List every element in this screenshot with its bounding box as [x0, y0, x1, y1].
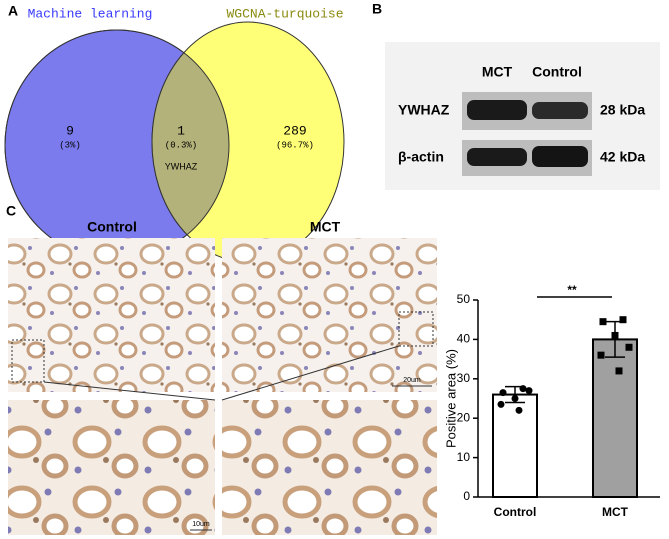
inset-line [43, 381, 216, 401]
percent: (3%) [59, 140, 81, 150]
count: 1 [177, 123, 185, 138]
micrograph [8, 238, 215, 392]
band [532, 102, 588, 119]
data-point [515, 406, 523, 414]
inset-box [398, 311, 434, 347]
micrograph [222, 238, 437, 392]
percent: (96.7%) [276, 140, 314, 150]
data-point [499, 389, 507, 397]
size-label: 42 kDa [600, 149, 645, 165]
data-point [611, 331, 619, 339]
percent: (0.3%) [165, 140, 197, 150]
lane-label: MCT [482, 64, 513, 80]
count: 289 [283, 123, 306, 138]
bar [492, 393, 538, 498]
data-point [519, 385, 527, 393]
image-title: Control [87, 219, 137, 235]
set-name: WGCNA-turquoise [226, 6, 343, 21]
data-point [599, 318, 607, 326]
inset-line [221, 345, 400, 401]
bar [592, 338, 638, 498]
data-point [615, 367, 623, 375]
micrograph [222, 400, 437, 535]
image-title: MCT [310, 219, 341, 235]
y-tick-label: 0 [463, 489, 470, 503]
micrograph [8, 400, 215, 535]
data-point [625, 343, 633, 351]
panel-a: A Machine learning WGCNA-turquoise 9 (3%… [4, 3, 345, 263]
y-tick-label: 50 [457, 292, 471, 306]
panel-label: B [372, 1, 382, 17]
data-point [511, 395, 519, 402]
protein-label: YWHAZ [398, 102, 450, 118]
panel-label: C [6, 203, 16, 219]
y-tick-label: 10 [457, 450, 471, 464]
gene: YWHAZ [165, 161, 198, 171]
scale-label: 10um [192, 521, 210, 528]
y-tick-label: 30 [457, 371, 471, 385]
significance-label: ** [567, 283, 577, 297]
band [532, 146, 588, 167]
y-tick-label: 20 [457, 410, 471, 424]
y-axis-label: Positive area (%) [443, 349, 458, 448]
protein-label: β-actin [398, 149, 444, 165]
count: 9 [66, 123, 74, 138]
scale-label: 20um [403, 377, 421, 384]
venn-overlap [151, 30, 229, 260]
set-name: Machine learning [28, 6, 153, 21]
lane-label: Control [532, 64, 582, 80]
data-point [597, 351, 605, 359]
panel-b: B MCT Control YWHAZ 28 kDa β-actin 42 kD… [372, 1, 660, 190]
size-label: 28 kDa [600, 102, 645, 118]
inset-box [11, 339, 45, 383]
panel-label: A [8, 3, 18, 19]
panel-c: C Control MCT 20um 10um [6, 203, 437, 535]
bar-chart: 0 10 20 30 40 50 Positive area (%) Control MCT ** [443, 283, 660, 519]
x-tick-label: Control [494, 505, 537, 519]
band [467, 148, 527, 166]
data-point [619, 316, 627, 324]
data-point [525, 387, 533, 395]
band [467, 100, 527, 120]
x-tick-label: MCT [602, 505, 629, 519]
data-point [497, 400, 505, 408]
y-tick-label: 40 [457, 332, 471, 346]
